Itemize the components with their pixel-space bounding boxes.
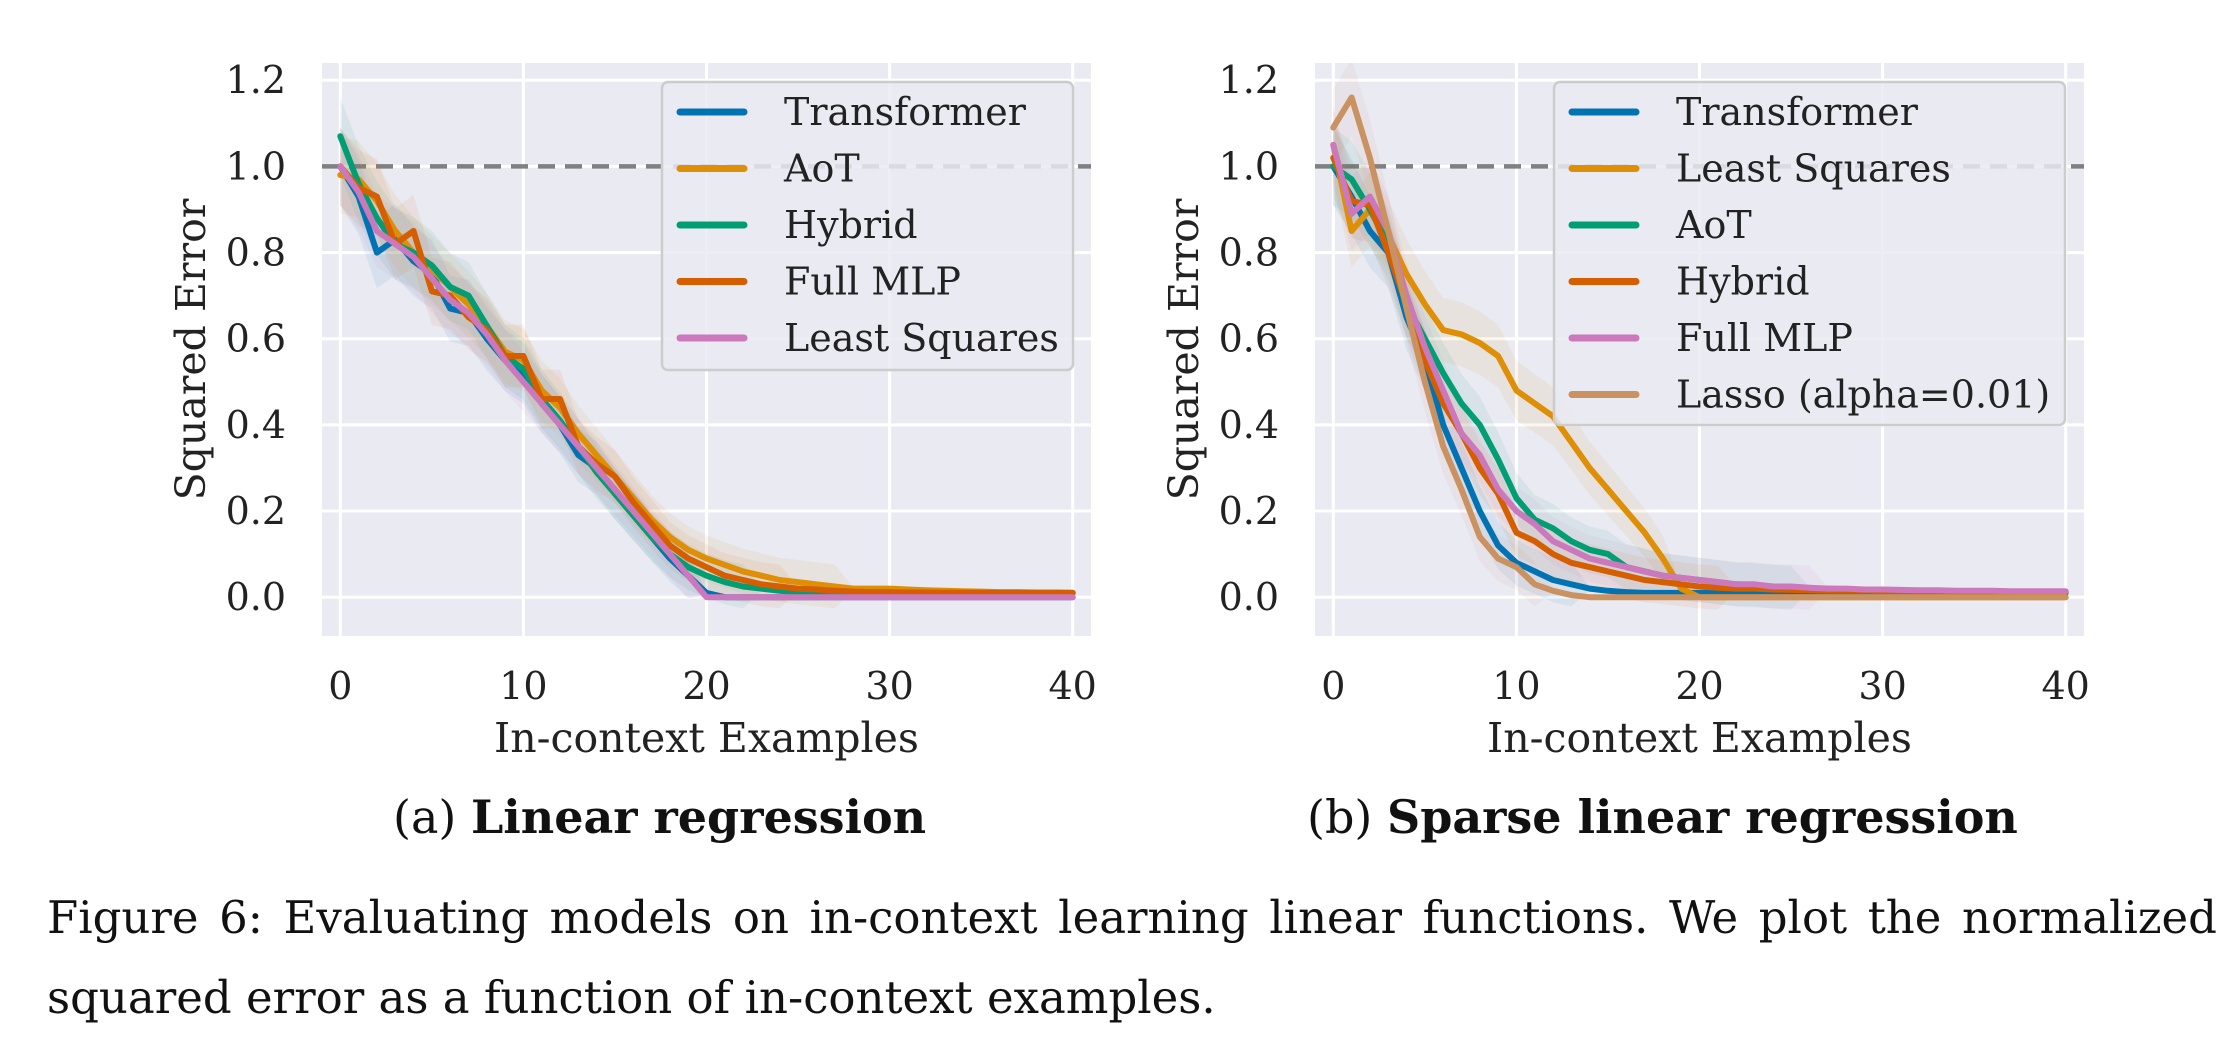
y-tick-label: 0.6 xyxy=(226,317,286,361)
series-group xyxy=(337,97,1076,609)
x-tick-label: 40 xyxy=(2042,664,2090,708)
legend-entry-0: Transformer xyxy=(1676,90,1919,134)
series-band-2 xyxy=(1333,127,2066,610)
series-group xyxy=(1330,63,2069,610)
subcaption-b: (b) Sparse linear regression xyxy=(1307,790,2018,844)
subcaption-b-label: (b) xyxy=(1307,790,1373,844)
legend-entry-0: Transformer xyxy=(784,90,1027,134)
y-tick-label: 0.4 xyxy=(226,403,286,447)
series-band-4 xyxy=(340,127,1073,599)
legend-entry-4: Least Squares xyxy=(784,316,1059,360)
y-tick-label: 1.2 xyxy=(226,58,286,102)
legend-entry-3: Hybrid xyxy=(1676,260,1810,304)
x-tick-label: 0 xyxy=(1321,664,1345,708)
panel-linear-regression: 0 10 20 30 40 0.0 0.2 0.4 0.6 0.8 1.0 1.2 In-context… xyxy=(167,58,1097,762)
y-tick-label: 0.2 xyxy=(226,489,286,533)
legend-box xyxy=(1552,80,2067,427)
series-line-4 xyxy=(337,163,1076,601)
x-tick-label: 10 xyxy=(499,664,547,708)
y-tick-label: 0.8 xyxy=(226,231,286,275)
x-tick-label: 0 xyxy=(328,664,352,708)
y-tick-label: 1.2 xyxy=(1219,58,1279,102)
y-axis-label: Squared Error xyxy=(167,198,215,500)
series-line-5 xyxy=(1330,94,2069,601)
legend: Transformer Least Squares AoT Hybrid Full ML… xyxy=(1552,80,2067,427)
legend-entry-2: Hybrid xyxy=(784,203,918,247)
y-axis-label: Squared Error xyxy=(1160,198,1208,500)
series-band-1 xyxy=(1333,106,2066,599)
panel-sparse-linear-regression: 0 10 20 30 40 0.0 0.2 0.4 0.6 0.8 1.0 1.2 In-context… xyxy=(1160,58,2090,762)
legend-entry-4: Full MLP xyxy=(1676,316,1853,360)
x-axis-label: In-context Examples xyxy=(1487,714,1912,762)
series-line-4 xyxy=(1330,141,2069,595)
x-tick-label: 10 xyxy=(1492,664,1540,708)
figure-caption: Figure 6: Evaluating models on in-contex… xyxy=(47,891,2217,1024)
series-band-0 xyxy=(340,127,1073,599)
x-tick-label: 40 xyxy=(1049,664,1097,708)
series-band-2 xyxy=(340,97,1073,609)
x-tick-label: 20 xyxy=(1675,664,1723,708)
y-tick-label: 0.8 xyxy=(1219,231,1279,275)
legend: Transformer AoT Hybrid Full MLP Least Square… xyxy=(660,80,1075,372)
x-tick-label: 30 xyxy=(1858,664,1906,708)
x-tick-label: 30 xyxy=(865,664,913,708)
subcaption-a-title: Linear regression xyxy=(470,790,927,844)
y-tick-label: 0.2 xyxy=(1219,489,1279,533)
legend-entry-1: Least Squares xyxy=(1676,147,1951,191)
y-tick-label: 0.0 xyxy=(226,575,286,619)
y-tick-label: 1.0 xyxy=(226,144,286,188)
x-tick-label: 20 xyxy=(682,664,730,708)
x-axis-label: In-context Examples xyxy=(494,714,919,762)
subcaption-a-label: (a) xyxy=(393,790,457,844)
legend-entry-2: AoT xyxy=(1675,203,1752,247)
subcaption-b-title: Sparse linear regression xyxy=(1386,790,2018,844)
y-tick-label: 1.0 xyxy=(1219,144,1279,188)
legend-box xyxy=(660,80,1075,372)
y-tick-label: 0.6 xyxy=(1219,317,1279,361)
legend-entry-1: AoT xyxy=(783,147,860,191)
y-tick-label: 0.4 xyxy=(1219,403,1279,447)
y-tick-label: 0.0 xyxy=(1219,575,1279,619)
subcaption-a: (a) Linear regression xyxy=(393,790,926,844)
legend-entry-3: Full MLP xyxy=(784,260,961,304)
legend-entry-5: Lasso (alpha=0.01) xyxy=(1676,373,2050,417)
